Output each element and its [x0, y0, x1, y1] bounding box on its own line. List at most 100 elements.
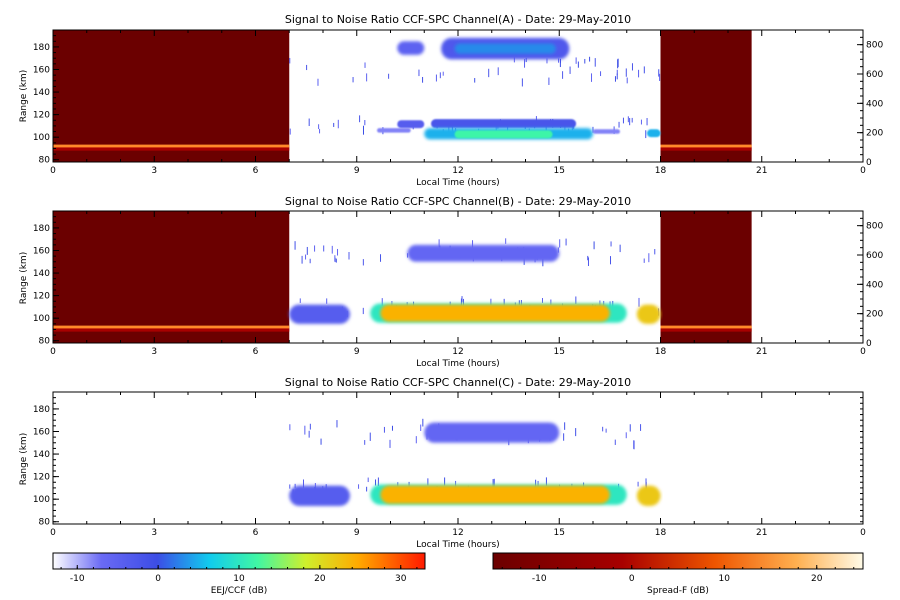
panel-a-xlabel: Local Time (hours) — [416, 178, 499, 188]
echo-speckle — [418, 69, 420, 77]
colorbar-tick-label: 20 — [314, 574, 326, 584]
y-tick-label: 100 — [33, 133, 50, 143]
echo-speckle — [309, 423, 311, 430]
echo-speckle — [366, 486, 368, 492]
x-tick-label: 0 — [860, 166, 866, 176]
x-tick-label: 12 — [452, 347, 463, 357]
y-tick-label: 100 — [33, 314, 50, 324]
echo-speckle — [619, 244, 621, 253]
echo-speckle — [460, 298, 462, 308]
echo-speckle — [391, 425, 393, 431]
y-tick-label: 180 — [33, 224, 50, 234]
panel-a-title: Signal to Noise Ratio CCF-SPC Channel(A)… — [285, 13, 631, 26]
x-tick-label: 6 — [253, 528, 259, 538]
x-tick-label: 18 — [655, 166, 667, 176]
echo-speckle — [439, 72, 441, 79]
eej-echo-blob — [380, 304, 610, 322]
echo-speckle — [565, 238, 567, 246]
echo-speckle — [388, 73, 390, 79]
spread-f-layer — [53, 328, 290, 332]
y-tick-label: 180 — [33, 405, 50, 415]
panel-b-title: Signal to Noise Ratio CCF-SPC Channel(B)… — [285, 195, 631, 208]
echo-speckle — [337, 248, 339, 256]
echo-speckle — [289, 424, 291, 431]
echo-speckle — [575, 428, 577, 437]
panel-c-plot — [53, 392, 863, 524]
echo-speckle — [559, 239, 561, 248]
echo-speckle — [422, 418, 424, 427]
echo-speckle — [442, 71, 444, 76]
echo-speckle — [654, 249, 656, 255]
colorbar-eej: EEJ/CCF (dB) -10 0 10 20 30 — [52, 552, 426, 596]
x-tick-label: 15 — [554, 166, 565, 176]
panel-channel-c: Signal to Noise Ratio CCF-SPC Channel(C)… — [19, 376, 866, 550]
echo-speckle — [643, 258, 645, 263]
echo-speckle — [415, 436, 417, 444]
x-tick-label: 21 — [756, 166, 767, 176]
spread-f-layer — [660, 144, 752, 148]
echo-speckle — [646, 118, 648, 126]
right-y-tick-label: 600 — [866, 251, 883, 261]
right-y-tick-label: 400 — [866, 280, 883, 290]
echo-speckle — [546, 58, 548, 64]
spread-f-layer — [660, 325, 752, 329]
y-tick-label: 180 — [33, 43, 50, 53]
echo-speckle — [461, 296, 463, 303]
echo-speckle — [331, 245, 333, 254]
echo-speckle — [289, 128, 291, 135]
spread-f-layer — [660, 328, 752, 332]
panel-c-xlabel: Local Time (hours) — [416, 540, 499, 550]
echo-speckle — [304, 425, 306, 435]
echo-speckle — [336, 420, 338, 428]
panel-b-plot — [53, 211, 863, 343]
spread-f-region — [660, 30, 752, 162]
x-tick-label: 21 — [756, 347, 767, 357]
echo-speckle — [659, 73, 661, 81]
echo-speckle — [594, 58, 596, 67]
eej-echo-blob — [454, 43, 556, 54]
echo-speckle — [562, 71, 564, 79]
echo-speckle — [377, 477, 379, 487]
eej-echo-blob — [647, 129, 661, 138]
colorbar-tick-label: 0 — [629, 574, 635, 584]
echo-speckle — [589, 56, 591, 62]
echo-speckle — [420, 424, 422, 431]
x-tick-label: 0 — [860, 528, 866, 538]
echo-speckle — [633, 440, 635, 449]
x-tick-label: 6 — [253, 347, 259, 357]
echo-speckle — [631, 63, 633, 71]
eej-echo-blob — [289, 485, 350, 506]
y-tick-label: 140 — [33, 88, 50, 98]
right-y-tick-label: 200 — [866, 310, 883, 320]
colorbar-tick-label: 0 — [155, 574, 161, 584]
colorbar-tick-label: -10 — [70, 574, 85, 584]
right-y-tick-label: 0 — [866, 158, 872, 168]
x-tick-label: 0 — [50, 347, 56, 357]
echo-speckle — [575, 296, 577, 305]
y-tick-label: 120 — [33, 473, 50, 483]
echo-speckle — [305, 254, 307, 260]
echo-speckle — [472, 240, 474, 248]
echo-speckle — [563, 433, 565, 441]
echo-speckle — [299, 298, 301, 303]
echo-speckle — [638, 297, 640, 307]
x-tick-label: 12 — [452, 166, 463, 176]
echo-speckle — [550, 299, 552, 305]
echo-speckle — [352, 77, 354, 83]
echo-speckle — [319, 128, 321, 134]
echo-speckle — [564, 422, 566, 430]
echo-speckle — [294, 241, 296, 250]
panel-b-xlabel: Local Time (hours) — [416, 359, 499, 369]
panel-channel-a: Signal to Noise Ratio CCF-SPC Channel(A)… — [19, 13, 883, 188]
echo-speckle — [626, 77, 628, 84]
x-tick-label: 3 — [151, 528, 157, 538]
echo-speckle — [364, 120, 366, 126]
echo-speckle — [358, 484, 360, 489]
echo-speckle — [314, 245, 316, 252]
spread-f-layer — [53, 325, 290, 329]
x-tick-label: 12 — [452, 528, 463, 538]
echo-speckle — [308, 430, 310, 438]
right-y-tick-label: 600 — [866, 70, 883, 80]
x-tick-label: 9 — [354, 347, 360, 357]
